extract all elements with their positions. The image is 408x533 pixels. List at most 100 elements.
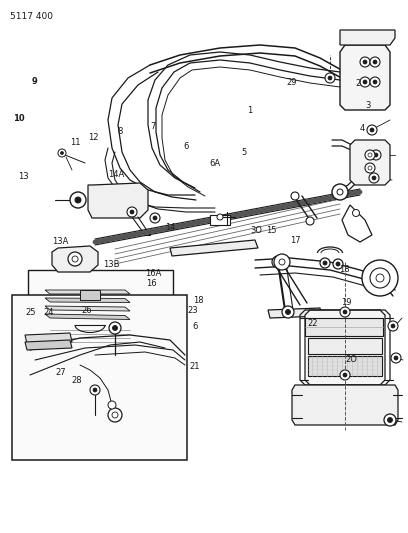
Circle shape bbox=[343, 373, 347, 377]
Text: 16A: 16A bbox=[145, 269, 161, 278]
Circle shape bbox=[68, 252, 82, 266]
Text: 18: 18 bbox=[193, 296, 204, 304]
Circle shape bbox=[286, 310, 290, 314]
Circle shape bbox=[336, 262, 340, 266]
Circle shape bbox=[325, 73, 335, 83]
Bar bbox=[28, 270, 173, 355]
Circle shape bbox=[332, 184, 348, 200]
Text: 19: 19 bbox=[341, 298, 351, 307]
Text: 7: 7 bbox=[150, 122, 156, 131]
Text: 27: 27 bbox=[55, 368, 66, 376]
Polygon shape bbox=[170, 240, 258, 256]
Circle shape bbox=[371, 150, 381, 160]
Circle shape bbox=[360, 77, 370, 87]
Circle shape bbox=[127, 207, 137, 217]
Polygon shape bbox=[210, 215, 230, 225]
Polygon shape bbox=[45, 298, 130, 303]
Polygon shape bbox=[80, 290, 100, 300]
Circle shape bbox=[363, 80, 367, 84]
Circle shape bbox=[368, 166, 372, 170]
Circle shape bbox=[58, 149, 66, 157]
Text: 14A: 14A bbox=[108, 171, 124, 179]
Circle shape bbox=[353, 209, 359, 216]
Polygon shape bbox=[25, 340, 72, 350]
Text: 18: 18 bbox=[339, 265, 350, 273]
Text: 1: 1 bbox=[248, 106, 253, 115]
Bar bbox=[308, 356, 382, 376]
Circle shape bbox=[337, 189, 343, 195]
Circle shape bbox=[70, 192, 86, 208]
Polygon shape bbox=[340, 45, 390, 110]
Circle shape bbox=[109, 322, 121, 334]
Circle shape bbox=[374, 153, 378, 157]
Circle shape bbox=[360, 57, 370, 67]
Text: 12: 12 bbox=[88, 133, 98, 142]
Circle shape bbox=[90, 385, 100, 395]
Polygon shape bbox=[52, 246, 98, 272]
Text: 10: 10 bbox=[13, 114, 24, 123]
Circle shape bbox=[108, 408, 122, 422]
Circle shape bbox=[272, 256, 284, 268]
Polygon shape bbox=[25, 333, 72, 344]
Polygon shape bbox=[340, 30, 395, 45]
Circle shape bbox=[323, 261, 327, 265]
Circle shape bbox=[108, 401, 116, 409]
Polygon shape bbox=[268, 308, 322, 318]
Text: 6A: 6A bbox=[210, 159, 221, 168]
Circle shape bbox=[391, 353, 401, 363]
Circle shape bbox=[370, 268, 390, 288]
Circle shape bbox=[112, 412, 118, 418]
Text: 6: 6 bbox=[183, 142, 188, 150]
Circle shape bbox=[93, 388, 97, 392]
Text: 13A: 13A bbox=[52, 237, 69, 246]
Polygon shape bbox=[45, 290, 130, 294]
Text: 21: 21 bbox=[190, 362, 200, 370]
Polygon shape bbox=[292, 385, 398, 425]
Circle shape bbox=[340, 307, 350, 317]
Circle shape bbox=[275, 260, 281, 264]
Circle shape bbox=[362, 260, 398, 296]
Bar bbox=[305, 318, 383, 336]
Circle shape bbox=[306, 217, 314, 225]
Text: 14: 14 bbox=[165, 223, 176, 232]
Circle shape bbox=[113, 326, 118, 330]
Text: 2O: 2O bbox=[346, 355, 358, 364]
Text: 29: 29 bbox=[286, 78, 297, 87]
Text: 25: 25 bbox=[25, 309, 36, 317]
Circle shape bbox=[72, 256, 78, 262]
Text: 2: 2 bbox=[356, 79, 361, 88]
Circle shape bbox=[365, 163, 375, 173]
Polygon shape bbox=[342, 205, 372, 242]
Circle shape bbox=[333, 259, 343, 269]
Circle shape bbox=[373, 80, 377, 84]
Circle shape bbox=[388, 321, 398, 331]
Circle shape bbox=[60, 151, 64, 155]
Text: 6: 6 bbox=[192, 322, 198, 330]
Circle shape bbox=[279, 259, 285, 265]
Bar bbox=[308, 338, 382, 354]
Text: 22: 22 bbox=[307, 319, 318, 328]
Text: 9: 9 bbox=[32, 77, 38, 85]
Circle shape bbox=[368, 153, 372, 157]
Text: 5117 400: 5117 400 bbox=[10, 12, 53, 21]
Circle shape bbox=[370, 57, 380, 67]
Circle shape bbox=[130, 210, 134, 214]
Polygon shape bbox=[88, 183, 148, 218]
Circle shape bbox=[367, 125, 377, 135]
Circle shape bbox=[320, 258, 330, 268]
Circle shape bbox=[370, 77, 380, 87]
Text: 13B: 13B bbox=[103, 261, 119, 269]
Circle shape bbox=[328, 76, 332, 80]
Circle shape bbox=[363, 60, 367, 64]
Circle shape bbox=[373, 60, 377, 64]
Text: 28: 28 bbox=[71, 376, 82, 384]
Text: 11: 11 bbox=[70, 138, 81, 147]
Text: 5: 5 bbox=[242, 148, 246, 157]
Text: 16: 16 bbox=[146, 279, 156, 288]
Circle shape bbox=[75, 197, 81, 203]
Text: 15: 15 bbox=[266, 227, 277, 235]
Polygon shape bbox=[45, 314, 130, 319]
Polygon shape bbox=[305, 310, 385, 385]
Circle shape bbox=[217, 214, 223, 220]
Circle shape bbox=[365, 150, 375, 160]
